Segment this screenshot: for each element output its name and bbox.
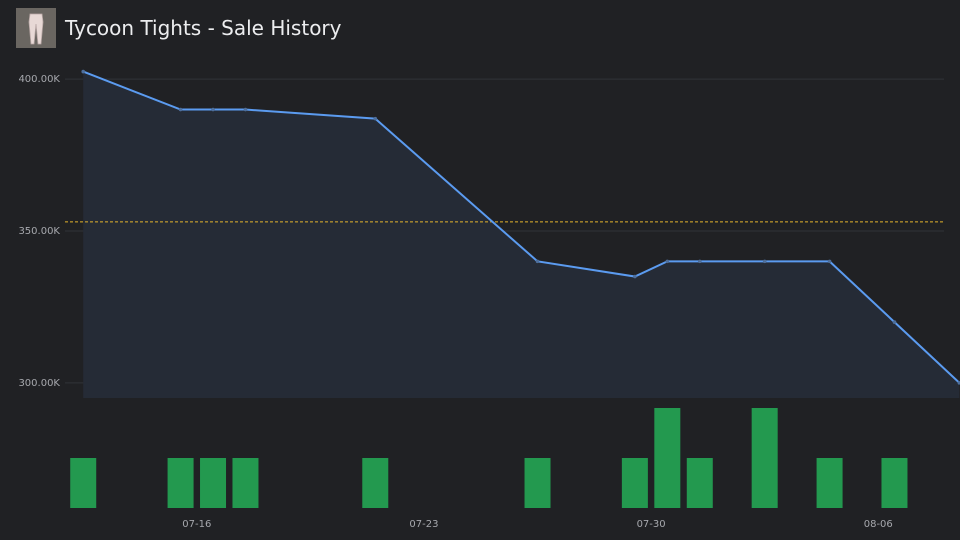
volume-bar [881, 458, 908, 508]
volume-bar [686, 458, 713, 508]
price-point [957, 381, 960, 385]
y-tick-label: 350.00K [18, 226, 60, 237]
y-tick-label: 300.00K [18, 378, 60, 389]
volume-bar [654, 408, 681, 508]
x-tick-label: 07-16 [182, 519, 211, 530]
price-area [83, 71, 960, 398]
price-point [892, 320, 897, 324]
x-tick-label: 07-23 [409, 519, 438, 530]
price-point [633, 274, 637, 279]
volume-bar [200, 458, 227, 508]
volume-bar [751, 408, 778, 508]
x-tick-label: 08-06 [864, 519, 893, 530]
price-point [697, 259, 702, 264]
price-point [535, 259, 540, 264]
volume-bar [362, 458, 389, 508]
price-point [243, 107, 248, 112]
item-icon [16, 8, 56, 48]
header: Tycoon Tights - Sale History [16, 8, 341, 48]
price-point [827, 259, 832, 264]
tights-shape [28, 13, 44, 45]
price-point [211, 107, 215, 112]
volume-bar [70, 458, 97, 508]
icon-graphic [16, 8, 56, 48]
chart-title: Tycoon Tights - Sale History [65, 16, 342, 40]
y-tick-label: 400.00K [18, 74, 60, 85]
price-point [373, 116, 378, 121]
price-point [665, 259, 670, 264]
price-point [178, 107, 183, 112]
volume-bar [524, 458, 551, 508]
price-point [762, 259, 767, 264]
volume-bar [167, 458, 194, 508]
volume-bar [816, 458, 843, 508]
volume-bar [232, 458, 259, 508]
volume-bar [621, 458, 648, 508]
x-tick-label: 07-30 [637, 519, 666, 530]
price-point [81, 69, 86, 74]
